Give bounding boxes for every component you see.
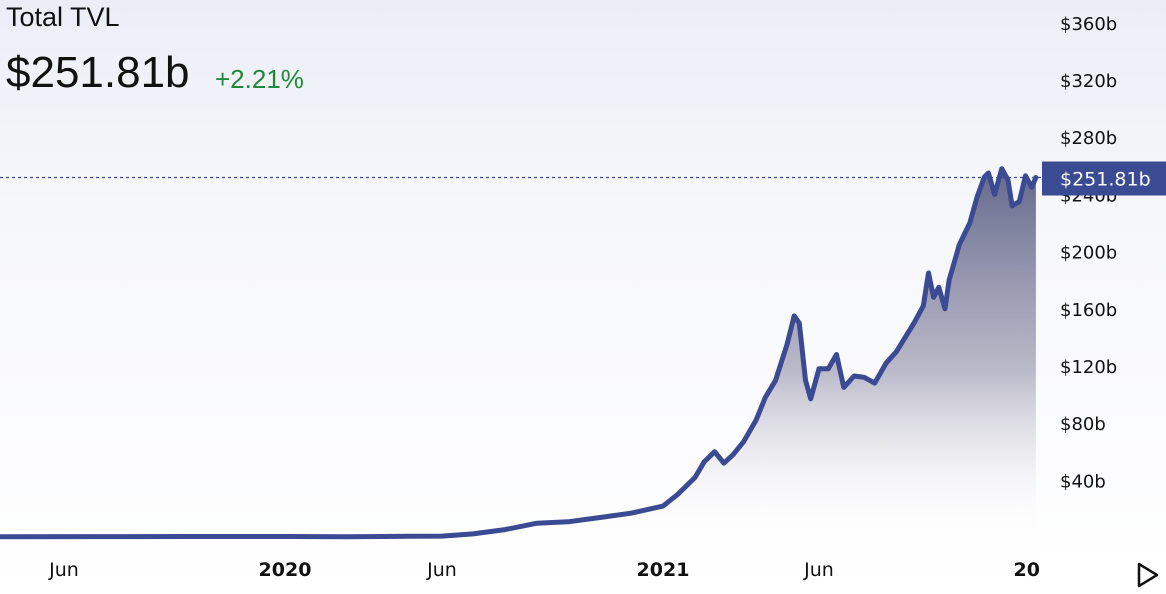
chart-title: Total TVL — [6, 2, 120, 32]
tvl-series-line — [0, 166, 1039, 540]
y-tick-label: $320b — [1060, 71, 1117, 92]
y-tick-label: $200b — [1060, 243, 1117, 264]
current-value-label-bg — [1042, 161, 1166, 196]
play-triangle-icon[interactable] — [1136, 562, 1160, 588]
y-tick-label: $40b — [1060, 471, 1106, 492]
tvl-change-badge: +2.21% — [215, 64, 304, 94]
y-tick-label: $80b — [1060, 414, 1106, 435]
axis-corner-mask — [1041, 550, 1166, 594]
y-tick-label: $160b — [1060, 300, 1117, 321]
current-value-label: $251.81b — [1060, 169, 1151, 191]
y-tick-label: $360b — [1060, 14, 1117, 35]
tvl-area-fill — [0, 168, 1036, 537]
x-tick-label: Jun — [48, 559, 79, 581]
x-tick-label: 2020 — [259, 559, 312, 581]
tvl-value: $251.81b — [6, 48, 190, 97]
x-tick-label: Jun — [803, 559, 834, 581]
y-tick-label: $120b — [1060, 357, 1117, 378]
y-tick-label: $280b — [1060, 128, 1117, 149]
x-tick-label: 2021 — [637, 559, 690, 581]
x-tick-label: Jun — [426, 559, 457, 581]
